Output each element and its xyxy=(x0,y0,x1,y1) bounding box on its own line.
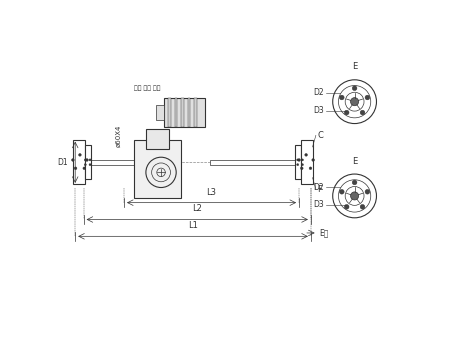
Bar xyxy=(86,160,144,165)
Circle shape xyxy=(297,164,299,166)
Circle shape xyxy=(365,189,370,194)
Text: L1: L1 xyxy=(188,221,198,230)
Text: E向: E向 xyxy=(319,228,328,238)
Circle shape xyxy=(360,110,365,115)
Circle shape xyxy=(72,159,74,161)
Circle shape xyxy=(351,98,359,106)
Bar xyxy=(181,98,184,127)
Bar xyxy=(156,105,164,120)
Circle shape xyxy=(360,204,365,209)
Circle shape xyxy=(365,95,370,100)
Text: L3: L3 xyxy=(207,188,216,197)
Circle shape xyxy=(339,95,344,100)
Circle shape xyxy=(301,167,303,170)
Text: F: F xyxy=(318,185,323,194)
Circle shape xyxy=(89,164,91,166)
Text: D3: D3 xyxy=(314,106,324,115)
Text: 排气 加油 放油: 排气 加油 放油 xyxy=(135,86,161,91)
Bar xyxy=(175,98,177,127)
Bar xyxy=(168,98,171,127)
Circle shape xyxy=(84,164,86,166)
Text: D2: D2 xyxy=(314,88,324,97)
Circle shape xyxy=(309,167,312,170)
Circle shape xyxy=(74,167,77,170)
Circle shape xyxy=(86,159,88,161)
Text: C: C xyxy=(318,131,324,140)
Bar xyxy=(210,160,301,165)
Text: E: E xyxy=(352,63,357,71)
Bar xyxy=(295,145,302,179)
Circle shape xyxy=(352,86,357,91)
Text: D2: D2 xyxy=(314,183,324,192)
Text: E: E xyxy=(352,156,357,166)
Circle shape xyxy=(89,159,91,161)
Circle shape xyxy=(344,110,349,115)
Text: D1: D1 xyxy=(58,158,68,167)
Bar xyxy=(85,145,91,179)
Circle shape xyxy=(302,159,303,161)
Circle shape xyxy=(297,159,299,161)
Bar xyxy=(146,128,170,149)
Bar xyxy=(302,140,313,184)
Bar xyxy=(194,98,197,127)
Circle shape xyxy=(79,153,81,156)
Bar xyxy=(73,140,85,184)
Circle shape xyxy=(302,164,303,166)
Circle shape xyxy=(298,159,301,161)
Text: ø60X4: ø60X4 xyxy=(116,124,122,147)
Text: L2: L2 xyxy=(192,204,202,213)
Circle shape xyxy=(344,204,349,209)
Circle shape xyxy=(339,189,344,194)
Circle shape xyxy=(305,153,307,156)
Text: D3: D3 xyxy=(314,200,324,209)
Bar xyxy=(134,140,181,198)
Circle shape xyxy=(84,159,86,161)
Circle shape xyxy=(351,192,359,200)
Circle shape xyxy=(312,159,315,161)
Circle shape xyxy=(83,167,86,170)
Circle shape xyxy=(352,180,357,185)
Bar xyxy=(164,98,205,127)
Bar xyxy=(188,98,190,127)
